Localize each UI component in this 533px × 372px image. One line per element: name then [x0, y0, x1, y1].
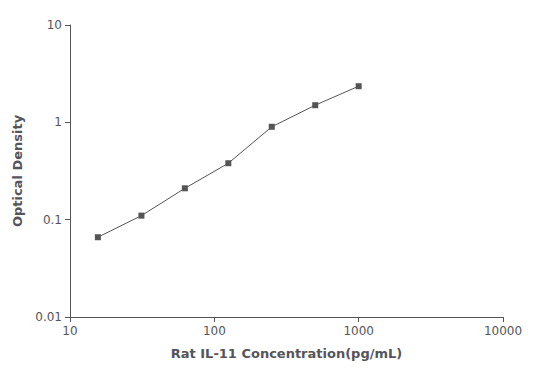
svg-text:0.01: 0.01: [35, 310, 62, 324]
svg-text:100: 100: [203, 324, 226, 338]
svg-text:1: 1: [54, 115, 62, 129]
svg-text:Rat IL-11 Concentration(pg/mL): Rat IL-11 Concentration(pg/mL): [171, 346, 403, 361]
svg-text:10000: 10000: [484, 324, 522, 338]
svg-text:0.1: 0.1: [43, 213, 62, 227]
svg-text:10: 10: [47, 18, 62, 32]
svg-text:1000: 1000: [343, 324, 374, 338]
svg-text:Optical Density: Optical Density: [10, 114, 25, 227]
svg-text:10: 10: [62, 324, 77, 338]
